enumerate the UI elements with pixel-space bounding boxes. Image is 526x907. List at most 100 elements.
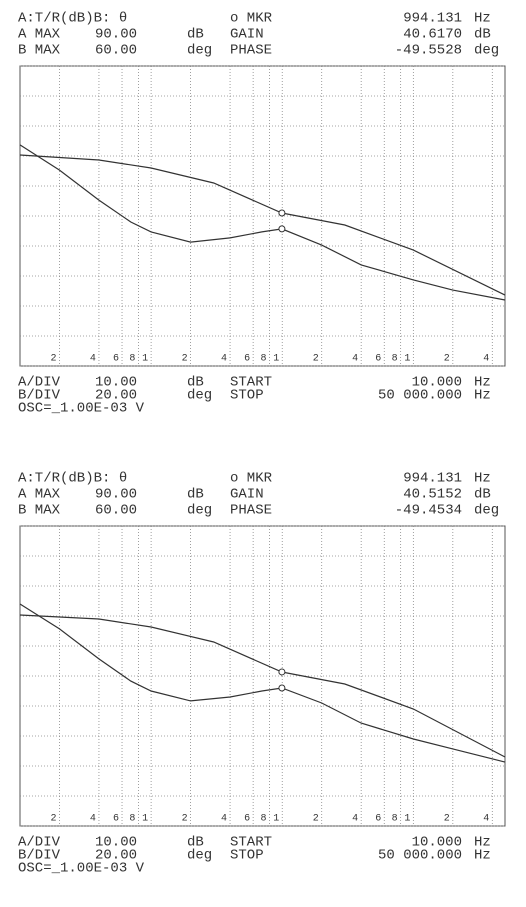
header-text: B MAX	[18, 43, 61, 59]
x-tick-label: 2	[313, 814, 319, 825]
footer-text: dB	[187, 375, 204, 391]
x-tick-label: 8	[392, 814, 398, 825]
marker	[278, 209, 286, 217]
footer-text: deg	[187, 848, 212, 864]
x-tick-label: 6	[244, 814, 250, 825]
footer-text: B/DIV	[18, 388, 61, 404]
x-tick-label: 2	[50, 814, 56, 825]
footer-text: STOP	[230, 388, 264, 404]
x-tick-label: 2	[313, 354, 319, 365]
trace	[19, 603, 506, 763]
header-text: Hz	[474, 471, 491, 487]
x-tick-label: 2	[182, 814, 188, 825]
x-tick-label: 1	[273, 354, 279, 365]
footer-text: A/DIV	[18, 835, 61, 851]
header-text: B MAX	[18, 503, 61, 519]
x-tick-label: 8	[261, 354, 267, 365]
x-tick-label: 8	[129, 814, 135, 825]
header-text: Hz	[474, 11, 491, 27]
footer-text: 50 000.000	[378, 388, 462, 404]
x-tick-label: 4	[483, 814, 489, 825]
x-tick-label: 8	[129, 354, 135, 365]
header-text: 40.6170	[403, 27, 462, 43]
footer-text: 20.00	[95, 848, 137, 864]
header-text: -49.5528	[395, 43, 462, 59]
trace	[19, 614, 506, 758]
x-tick-label: 4	[483, 354, 489, 365]
header-text: 90.00	[95, 27, 137, 43]
header-text: deg	[187, 503, 212, 519]
header-text: 90.00	[95, 487, 137, 503]
footer-text: A/DIV	[18, 375, 61, 391]
footer-text: 10.00	[95, 375, 137, 391]
footer-text: STOP	[230, 848, 264, 864]
header-text: 994.131	[403, 11, 462, 27]
marker	[278, 684, 286, 692]
header-text: 60.00	[95, 503, 137, 519]
footer-text: 50 000.000	[378, 848, 462, 864]
x-tick-label: 2	[444, 814, 450, 825]
header-text: dB	[474, 487, 491, 503]
header-text: A MAX	[18, 487, 61, 503]
trace	[19, 154, 506, 296]
x-tick-label: 4	[352, 354, 358, 365]
footer-text: 20.00	[95, 388, 137, 404]
header-text: -49.4534	[395, 503, 462, 519]
x-tick-label: 4	[90, 354, 96, 365]
trace	[19, 144, 506, 301]
footer-text: OSC=_1.00E-03 V	[18, 861, 145, 877]
footer-text: Hz	[474, 375, 491, 391]
x-tick-label: 1	[142, 354, 148, 365]
header-text: A:T/R(dB)B: θ	[18, 471, 127, 487]
footer-text: 10.000	[412, 835, 462, 851]
x-tick-label: 1	[404, 354, 410, 365]
header-text: A MAX	[18, 27, 61, 43]
footer-text: START	[230, 375, 272, 391]
x-tick-label: 6	[113, 354, 119, 365]
x-tick-label: 4	[352, 814, 358, 825]
header-text: o MKR	[230, 471, 273, 487]
x-tick-label: 4	[90, 814, 96, 825]
header-text: deg	[474, 503, 499, 519]
footer-text: B/DIV	[18, 848, 61, 864]
x-tick-label: 2	[444, 354, 450, 365]
footer-text: Hz	[474, 835, 491, 851]
header-text: PHASE	[230, 43, 272, 59]
footer-text: OSC=_1.00E-03 V	[18, 401, 145, 417]
x-tick-label: 6	[113, 814, 119, 825]
x-tick-label: 1	[273, 814, 279, 825]
header-text: 60.00	[95, 43, 137, 59]
header-text: A:T/R(dB)B: θ	[18, 11, 127, 27]
footer-text: 10.000	[412, 375, 462, 391]
x-tick-label: 6	[244, 354, 250, 365]
x-tick-label: 1	[404, 814, 410, 825]
footer-text: dB	[187, 835, 204, 851]
x-tick-label: 2	[50, 354, 56, 365]
x-tick-label: 1	[142, 814, 148, 825]
marker	[278, 225, 286, 233]
header-text: 994.131	[403, 471, 462, 487]
footer-text: Hz	[474, 848, 491, 864]
header-text: dB	[474, 27, 491, 43]
x-tick-label: 6	[375, 354, 381, 365]
x-tick-label: 6	[375, 814, 381, 825]
header-text: deg	[187, 43, 212, 59]
x-tick-label: 4	[221, 814, 227, 825]
header-text: dB	[187, 487, 204, 503]
footer-text: START	[230, 835, 272, 851]
header-text: GAIN	[230, 487, 264, 503]
footer-text: Hz	[474, 388, 491, 404]
header-text: deg	[474, 43, 499, 59]
header-text: PHASE	[230, 503, 272, 519]
x-tick-label: 8	[392, 354, 398, 365]
header-text: dB	[187, 27, 204, 43]
header-text: GAIN	[230, 27, 264, 43]
header-text: 40.5152	[403, 487, 462, 503]
header-text: o MKR	[230, 11, 273, 27]
x-tick-label: 4	[221, 354, 227, 365]
x-tick-label: 8	[261, 814, 267, 825]
marker	[278, 668, 286, 676]
x-tick-label: 2	[182, 354, 188, 365]
footer-text: 10.00	[95, 835, 137, 851]
